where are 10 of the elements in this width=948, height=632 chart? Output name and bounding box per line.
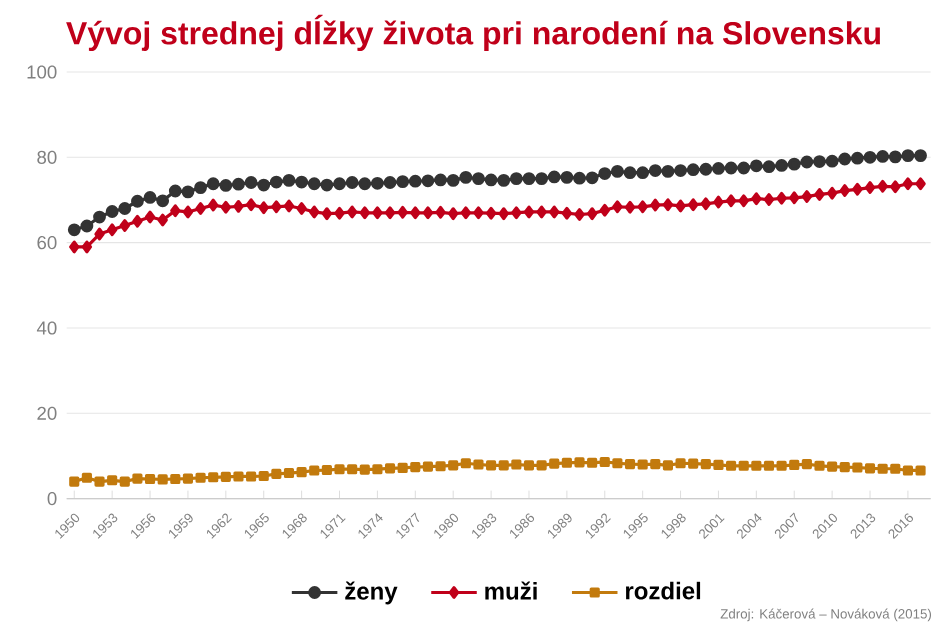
legend-label: rozdiel	[626, 581, 701, 600]
legend-label: muži	[485, 581, 537, 600]
y-tick-label: 40	[36, 321, 57, 335]
legend-label: ženy	[345, 581, 398, 605]
y-tick-label: 80	[37, 150, 57, 164]
y-tick-label: 60	[37, 236, 57, 250]
y-tick-label: 20	[37, 406, 57, 420]
y-tick-label: 0	[47, 492, 57, 506]
chart-title: Vývoj strednej dĺžky života pri narodení na Slovensku	[66, 14, 880, 51]
y-tick-label: 100	[27, 65, 57, 79]
